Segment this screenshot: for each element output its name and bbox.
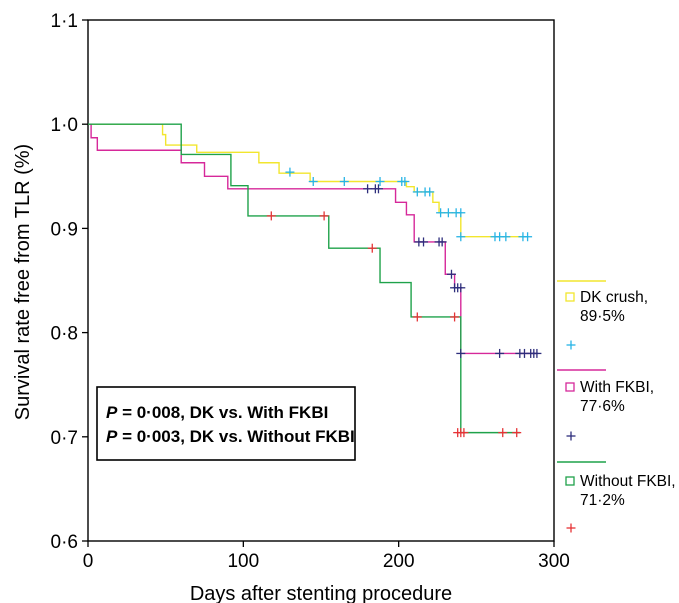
censor-mark-with-fkbi (437, 237, 447, 247)
censor-mark-with-fkbi (495, 348, 505, 358)
censor-mark-with-fkbi (373, 184, 383, 194)
legend-censor-mark-dk-crush (566, 340, 576, 350)
series-line-without-fkbi (88, 123, 520, 434)
censor-mark-without-fkbi (319, 211, 329, 221)
censor-mark-with-fkbi (363, 184, 373, 194)
censor-mark-without-fkbi (450, 312, 460, 322)
legend-censor-without-fkbi (566, 523, 576, 533)
annotation-box (96, 386, 356, 461)
censor-mark-dk-crush (412, 187, 422, 197)
annotation-line-2: P = 0·003, DK vs. Without FKBI (106, 427, 355, 446)
censor-mark-dk-crush (456, 232, 466, 242)
censor-mark-dk-crush (425, 187, 435, 197)
annotation-line-1: P = 0·008, DK vs. With FKBI (106, 403, 328, 422)
annotation-line-2-p: P (106, 427, 118, 446)
censor-mark-without-fkbi (266, 211, 276, 221)
censor-mark-with-fkbi (532, 348, 542, 358)
censor-mark-dk-crush (436, 208, 446, 218)
legend-label-with-fkbi-2: 77·6% (580, 398, 625, 415)
y-tick-label: 0·6 (51, 532, 78, 553)
censor-mark-with-fkbi (446, 269, 456, 279)
legend-marker-with-fkbi (565, 382, 575, 392)
legend-censor-mark-without-fkbi (566, 523, 576, 533)
censor-mark-dk-crush (456, 208, 466, 218)
censor-mark-dk-crush (523, 232, 533, 242)
y-tick-label: 0·8 (51, 324, 78, 345)
y-tick-label: 0·7 (51, 428, 78, 449)
censor-mark-without-fkbi (367, 243, 377, 253)
censor-mark-without-fkbi (459, 428, 469, 438)
legend-label-with-fkbi-1: With FKBI, (580, 379, 654, 396)
series-line-with-fkbi (88, 123, 537, 355)
legend-marker-without-fkbi (565, 476, 575, 486)
censor-mark-without-fkbi (498, 428, 508, 438)
annotation-line-1-p: P (106, 403, 118, 422)
legend-label-dk-crush-2: 89·5% (580, 308, 625, 325)
censor-mark-dk-crush (308, 177, 318, 187)
y-tick-label: 1·1 (51, 11, 78, 32)
legend-censor-dk-crush (566, 340, 576, 350)
x-tick-label: 300 (538, 551, 570, 572)
legend-censor-with-fkbi (566, 431, 576, 441)
x-tick-label: 200 (383, 551, 415, 572)
legend-label-dk-crush-1: DK crush, (580, 289, 648, 306)
series-line-dk-crush (88, 123, 527, 238)
axis-layer: 0·6 0·7 0·8 0·9 1·0 1·1 0 100 200 300 (51, 11, 570, 572)
x-tick-label: 0 (83, 551, 94, 572)
censor-mark-dk-crush (501, 232, 511, 242)
plot-frame (87, 19, 555, 542)
y-tick-label: 0·9 (51, 219, 78, 240)
censor-mark-dk-crush (339, 177, 349, 187)
censor-mark-with-fkbi (456, 283, 466, 293)
p-value-annotation: P = 0·008, DK vs. With FKBI P = 0·003, D… (96, 386, 356, 461)
censor-mark-with-fkbi (456, 348, 466, 358)
censor-mark-dk-crush (443, 208, 453, 218)
x-axis-title: Days after stenting procedure (190, 583, 452, 603)
annotation-line-2-text: = 0·003, DK vs. Without FKBI (117, 427, 354, 446)
censor-mark-dk-crush (400, 177, 410, 187)
x-tick-label: 100 (227, 551, 259, 572)
censor-mark-without-fkbi (412, 312, 422, 322)
censor-mark-dk-crush (285, 167, 295, 177)
annotation-line-1-text: = 0·008, DK vs. With FKBI (117, 403, 328, 422)
legend-label-without-fkbi-1: Without FKBI, (580, 473, 676, 490)
y-axis-title: Survival rate free from TLR (%) (12, 144, 34, 420)
censor-mark-without-fkbi (512, 428, 522, 438)
legend-label-without-fkbi-2: 71·2% (580, 492, 625, 509)
legend: DK crush, 89·5% With FKBI, 77·6% Without… (557, 280, 676, 533)
censor-layer (266, 167, 542, 438)
y-tick-label: 1·0 (51, 115, 78, 136)
censor-mark-with-fkbi (419, 237, 429, 247)
censor-mark-dk-crush (375, 177, 385, 187)
legend-marker-dk-crush (565, 292, 575, 302)
legend-censor-mark-with-fkbi (566, 431, 576, 441)
